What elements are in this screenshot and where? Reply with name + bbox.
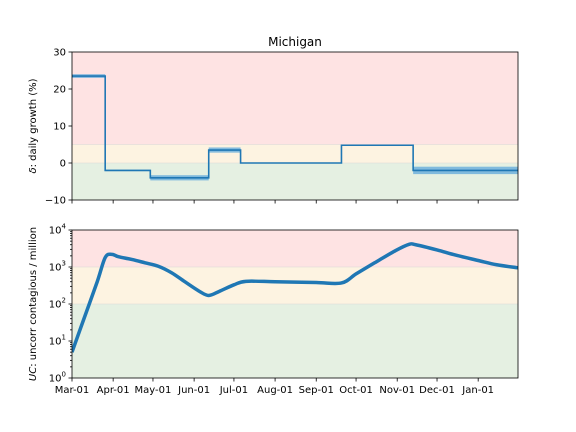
plot-area bbox=[72, 242, 518, 353]
x-tick-label: Oct-01 bbox=[339, 385, 373, 396]
axes-frame bbox=[71, 229, 519, 379]
x-tick-label: Aug-01 bbox=[257, 385, 293, 396]
y-tick-label: 10 bbox=[53, 122, 66, 133]
chart-title: Michigan bbox=[268, 35, 322, 49]
growth-panel: −10 0 10 20 30 δ: daily growth (%) Michigan bbox=[28, 35, 519, 207]
y-tick-label: 101 bbox=[49, 334, 66, 348]
x-tick-label: Sep-01 bbox=[299, 385, 334, 396]
y-tick-label: 102 bbox=[49, 297, 66, 311]
threshold-band-2 bbox=[72, 52, 518, 145]
y-tick-base: 10 bbox=[49, 337, 62, 348]
y-tick-exponent: 1 bbox=[62, 334, 66, 342]
x-tick-label: May-01 bbox=[135, 385, 172, 396]
axes-frame bbox=[71, 51, 519, 201]
x-tick-label: Jan-01 bbox=[461, 385, 494, 396]
y-tick-label: 100 bbox=[49, 371, 66, 385]
y-tick-exponent: 4 bbox=[62, 223, 67, 231]
y-axis-label-symbol: UC bbox=[28, 367, 39, 381]
x-tick-label: Mar-01 bbox=[55, 385, 90, 396]
y-tick-base: 10 bbox=[49, 226, 62, 237]
y-tick-base: 10 bbox=[49, 263, 62, 274]
growth-step-line bbox=[72, 75, 518, 179]
y-axis-label-text: : uncorr contagious / million bbox=[28, 227, 39, 367]
contagious-line bbox=[72, 242, 518, 353]
y-axis-label: UC: uncorr contagious / million bbox=[28, 227, 39, 381]
y-tick-label: 0 bbox=[60, 159, 66, 170]
threshold-band-2 bbox=[72, 230, 518, 267]
y-tick-label: 104 bbox=[49, 223, 67, 237]
x-tick-label: Jul-01 bbox=[219, 385, 248, 396]
y-tick-label: −10 bbox=[45, 196, 66, 207]
plot-area bbox=[72, 74, 518, 181]
y-tick-exponent: 2 bbox=[62, 297, 66, 305]
threshold-band-1 bbox=[72, 267, 518, 304]
x-tick-label: Nov-01 bbox=[379, 385, 415, 396]
y-axis-label: δ: daily growth (%) bbox=[28, 78, 39, 173]
y-tick-exponent: 0 bbox=[62, 371, 66, 379]
y-tick-base: 10 bbox=[49, 374, 62, 385]
x-tick-label: Apr-01 bbox=[97, 385, 130, 396]
y-axis-label-symbol: δ bbox=[28, 167, 39, 173]
y-axis-label-text: : daily growth (%) bbox=[28, 78, 39, 167]
threshold-band-0 bbox=[72, 304, 518, 378]
threshold-band-1 bbox=[72, 144, 518, 163]
y-tick-label: 30 bbox=[53, 48, 66, 59]
y-tick-base: 10 bbox=[49, 300, 62, 311]
y-tick-label: 103 bbox=[49, 260, 66, 274]
y-tick-exponent: 3 bbox=[62, 260, 66, 268]
x-tick-label: Dec-01 bbox=[419, 385, 455, 396]
x-tick-label: Jun-01 bbox=[177, 385, 210, 396]
y-tick-label: 20 bbox=[53, 85, 66, 96]
